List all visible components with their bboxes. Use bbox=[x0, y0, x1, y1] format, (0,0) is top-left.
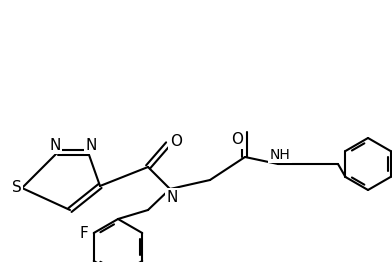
Text: O: O bbox=[231, 133, 243, 148]
Text: NH: NH bbox=[270, 148, 290, 162]
Text: N: N bbox=[49, 138, 61, 152]
Text: O: O bbox=[170, 134, 182, 150]
Text: F: F bbox=[79, 226, 88, 241]
Text: S: S bbox=[12, 181, 22, 195]
Text: N: N bbox=[166, 189, 178, 205]
Text: N: N bbox=[85, 138, 97, 152]
